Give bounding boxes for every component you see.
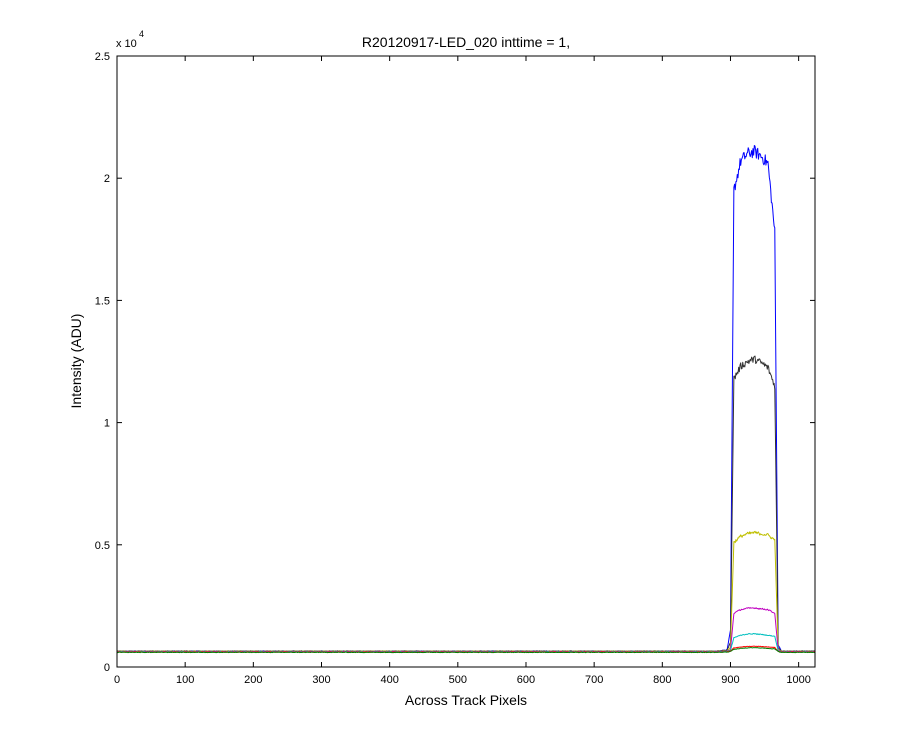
series-line-7 [116, 647, 816, 654]
x-tick-label: 800 [653, 674, 671, 686]
y-tick-label: 0.5 [95, 540, 110, 552]
x-tick-label: 600 [517, 674, 535, 686]
x-tick-label: 300 [312, 674, 330, 686]
tick-layer: 0 100 200 300 400 500 600 700 800 900 1000 0 0.5 1 1.5… [95, 51, 815, 686]
y-tick-label: 2 [104, 173, 110, 185]
x-tick-label: 900 [721, 674, 739, 686]
y-axis-exponent-power: 4 [139, 29, 144, 39]
y-tick-label: 0 [104, 662, 110, 674]
x-tick-label: 200 [244, 674, 262, 686]
x-tick-label: 1000 [786, 674, 810, 686]
x-tick-label: 0 [114, 674, 120, 686]
y-tick-label: 1 [104, 418, 110, 430]
series-layer [116, 145, 816, 654]
y-tick-label: 2.5 [95, 51, 110, 63]
y-axis-exponent-base: x 10 [116, 38, 137, 50]
x-axis-label: Across Track Pixels [405, 692, 527, 708]
x-tick-label: 100 [176, 674, 194, 686]
x-tick-label: 500 [449, 674, 467, 686]
chart-title: R20120917-LED_020 inttime = 1, [362, 34, 570, 50]
x-tick-label: 700 [585, 674, 603, 686]
y-tick-label: 1.5 [95, 295, 110, 307]
plot-frame [116, 55, 816, 668]
plot-area [117, 56, 815, 667]
y-axis-label: Intensity (ADU) [68, 314, 84, 409]
x-tick-label: 400 [380, 674, 398, 686]
